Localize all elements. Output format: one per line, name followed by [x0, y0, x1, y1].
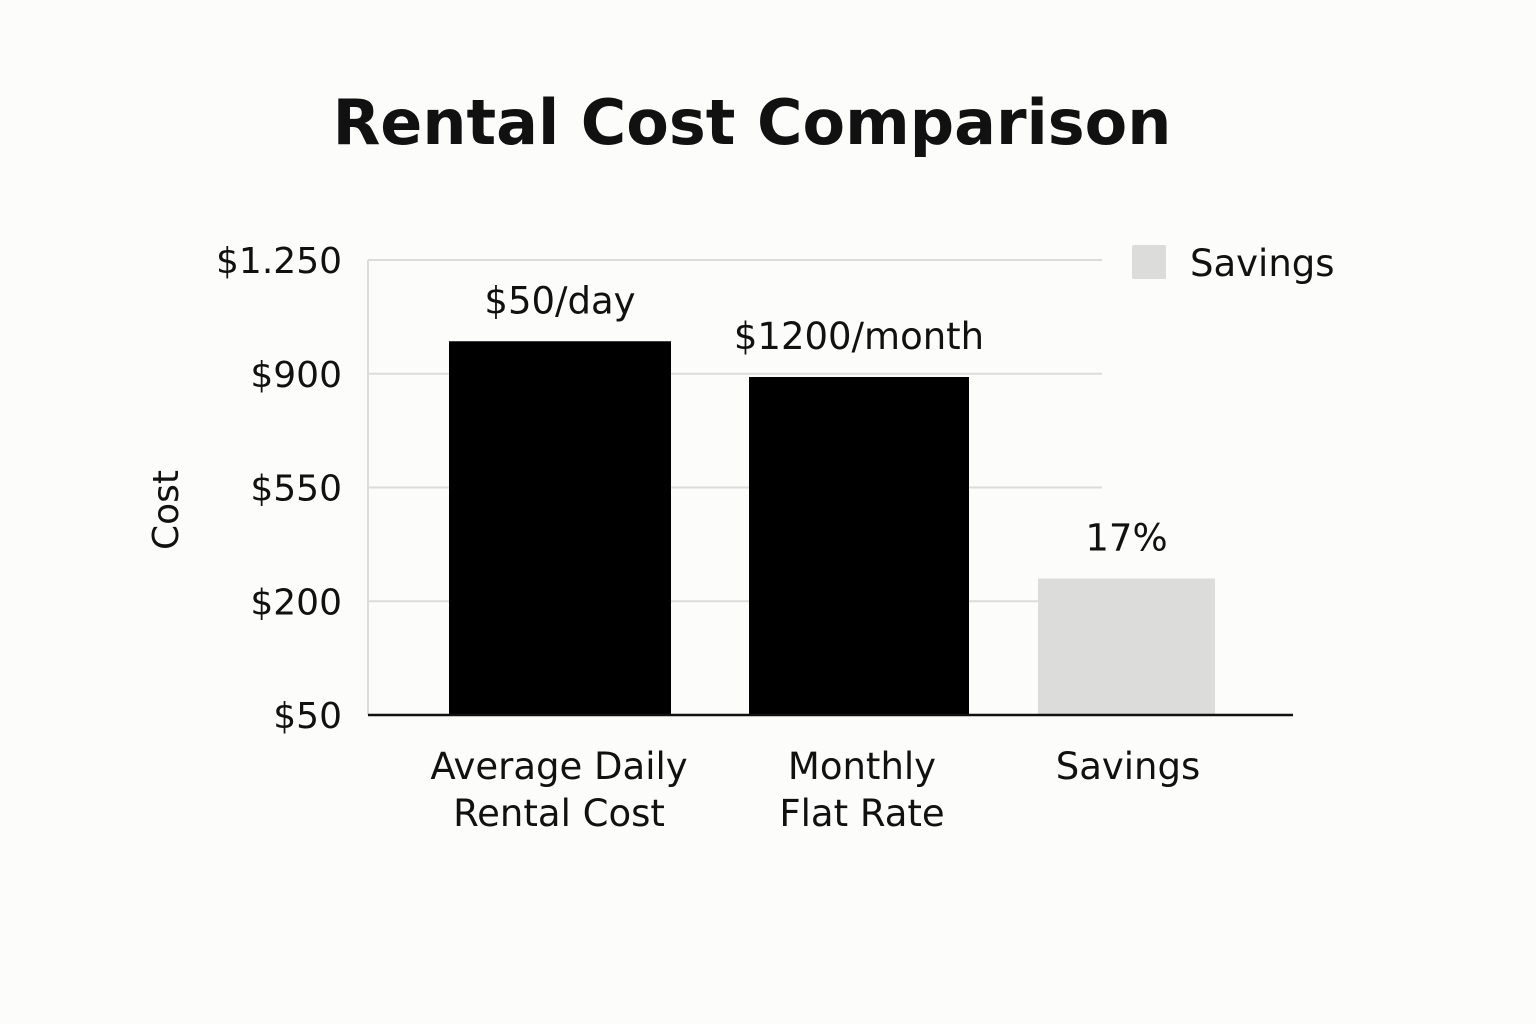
category-labels: Average Daily Rental Cost Monthly Flat Rate…	[430, 745, 1200, 835]
legend-swatch-savings	[1132, 245, 1166, 279]
bar-2	[1038, 578, 1215, 715]
y-axis-label: Cost	[146, 470, 187, 550]
value-label-2: 17%	[1085, 517, 1167, 560]
chart-title: Rental Cost Comparison	[333, 86, 1172, 159]
bar-1	[749, 377, 969, 715]
value-labels: $50/day $1200/month 17%	[484, 279, 1167, 559]
bars	[449, 341, 1215, 715]
value-label-0: $50/day	[484, 279, 635, 322]
value-label-1: $1200/month	[734, 315, 984, 358]
legend-label-savings: Savings	[1190, 242, 1335, 285]
y-tick-label: $1.250	[216, 241, 342, 282]
y-tick-label: $200	[250, 582, 342, 623]
y-axis-ticks: $50 $200 $550 $900 $1.250	[216, 241, 342, 737]
y-tick-label: $550	[250, 469, 342, 510]
y-tick-label: $50	[273, 696, 342, 737]
y-tick-label: $900	[250, 355, 342, 396]
legend: Savings	[1132, 242, 1335, 285]
bar-0	[449, 341, 671, 715]
category-label-0: Average Daily Rental Cost	[430, 745, 687, 835]
category-label-1: Monthly Flat Rate	[779, 745, 944, 835]
category-label-2: Savings	[1056, 745, 1201, 788]
